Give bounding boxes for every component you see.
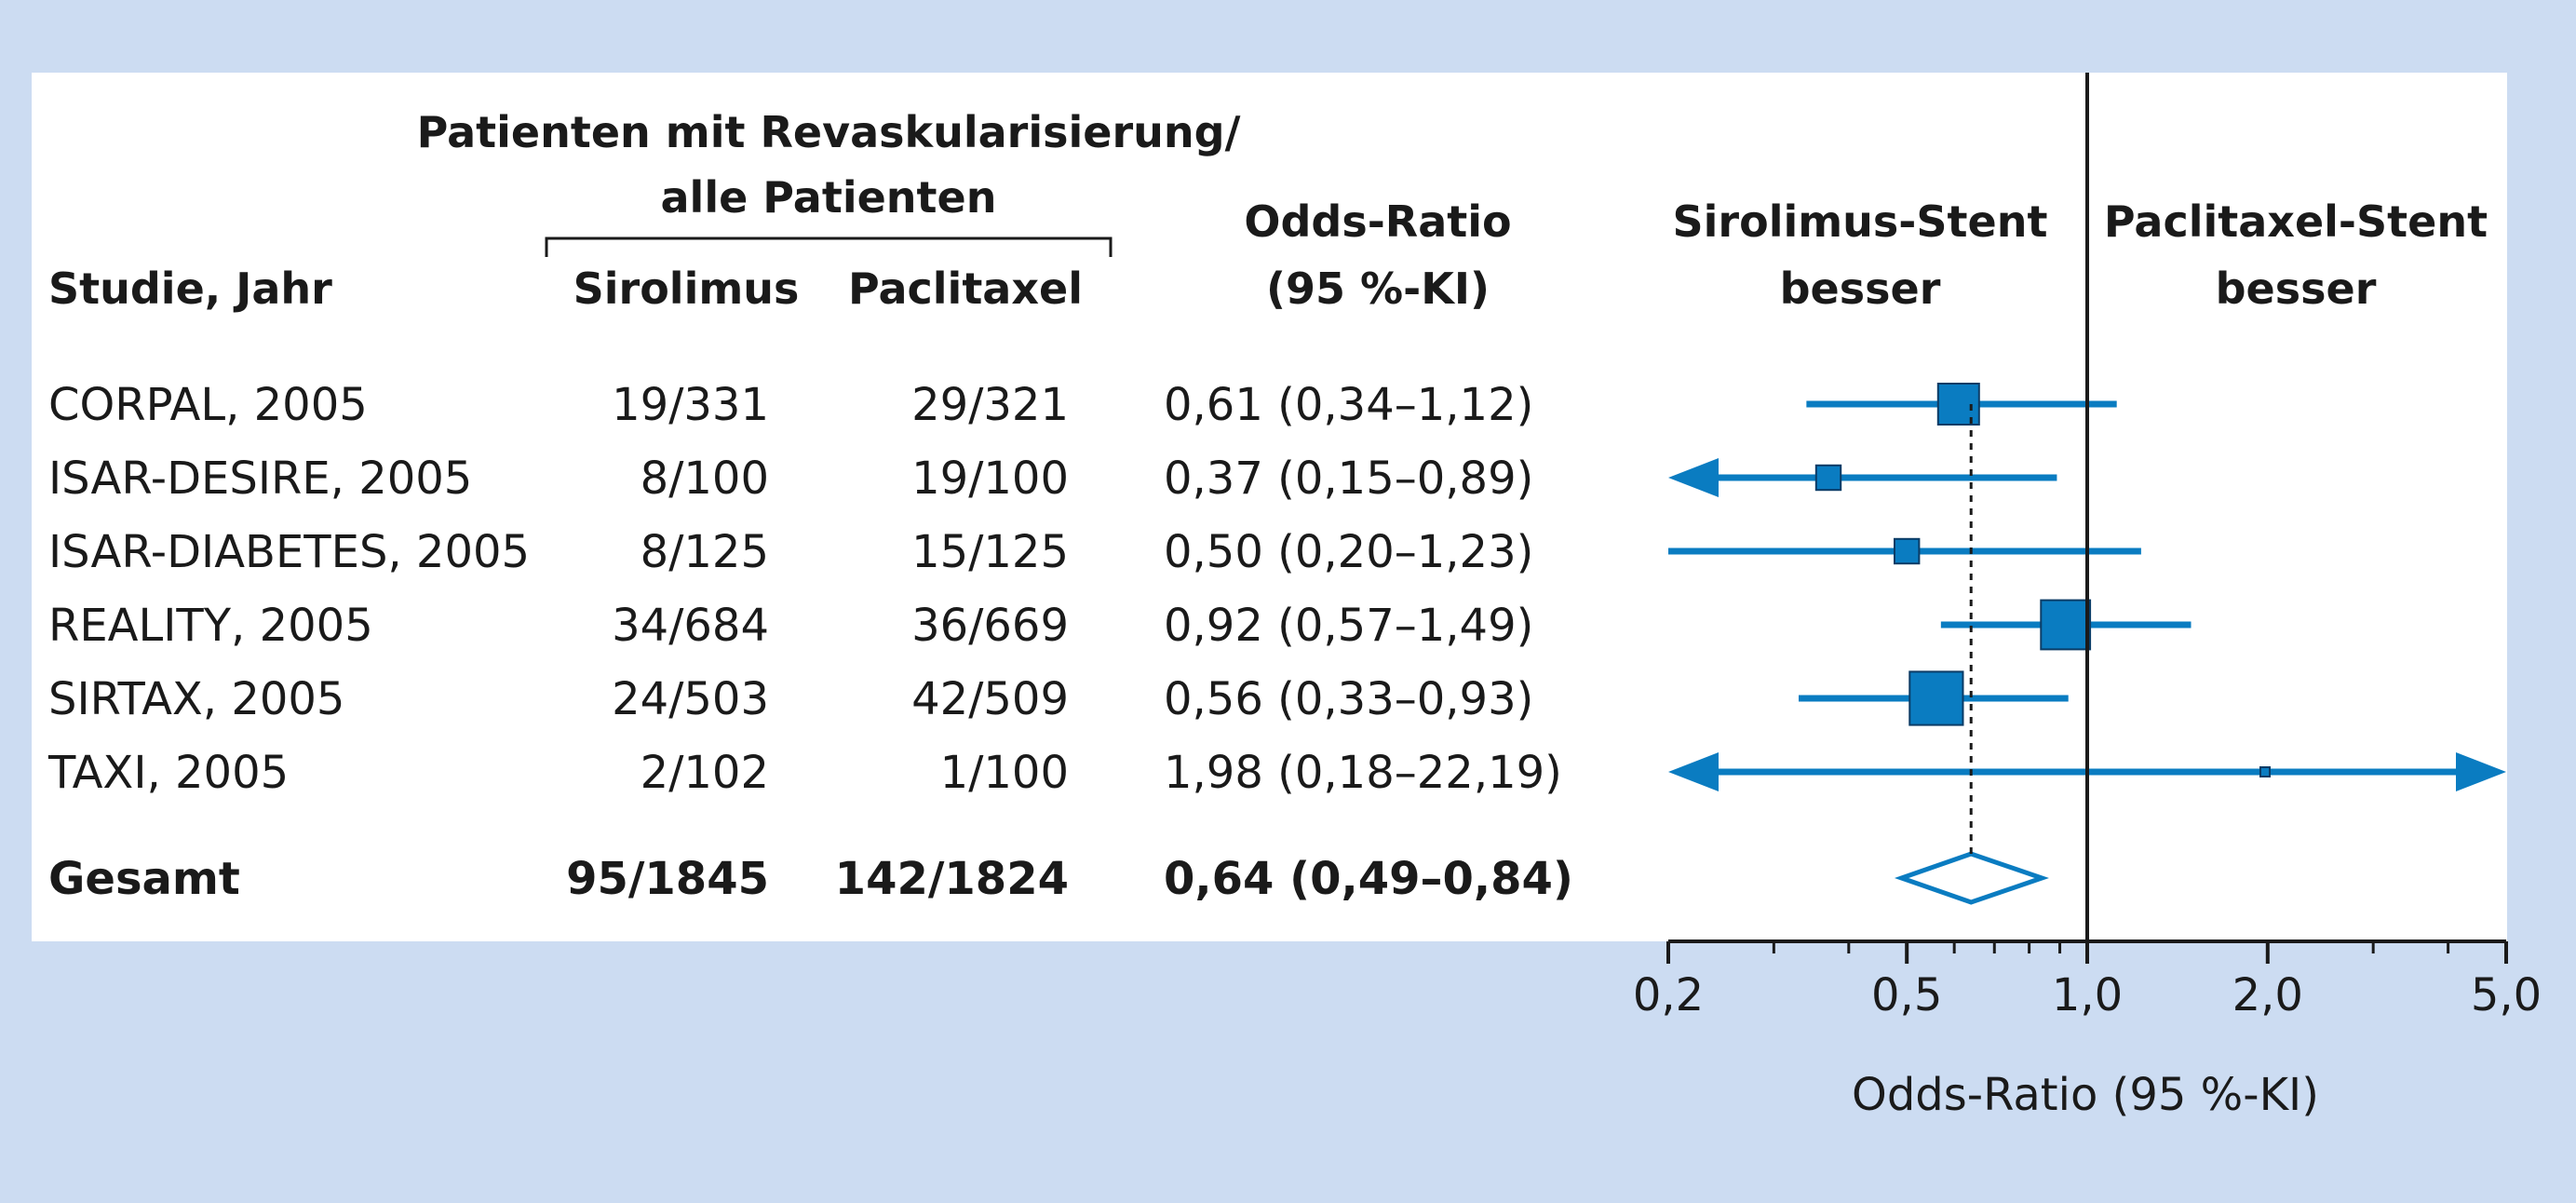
group-header-line2: alle Patienten	[661, 172, 997, 223]
sirolimus-count: 8/100	[641, 453, 769, 505]
odds-ratio-text: 0,61 (0,34–1,12)	[1164, 379, 1533, 431]
study-name: REALITY, 2005	[48, 600, 373, 652]
table-rows: CORPAL, 2005 19/331 29/321 0,61 (0,34–1,12)…	[47, 379, 1573, 905]
odds-ratio-text: 1,98 (0,18–22,19)	[1164, 747, 1562, 799]
sirolimus-count: 34/684	[612, 600, 769, 652]
paclitaxel-count: 15/125	[911, 526, 1069, 578]
overall-diamond	[1894, 851, 2049, 905]
point-estimate	[1814, 464, 1842, 492]
odds-ratio-text: 0,50 (0,20–1,23)	[1164, 526, 1533, 578]
sirolimus-count: 24/503	[612, 673, 769, 725]
paclitaxel-count: 36/669	[911, 600, 1069, 652]
sirolimus-count: 8/125	[641, 526, 769, 578]
paclitaxel-count: 29/321	[911, 379, 1069, 431]
study-header: Studie, Jahr	[48, 264, 332, 314]
group-header-line1: Patienten mit Revaskularisierung/	[417, 107, 1241, 157]
overall-odds-ratio: 0,64 (0,49–0,84)	[1164, 853, 1573, 905]
odds-ratio-text: 0,37 (0,15–0,89)	[1164, 453, 1533, 505]
sirolimus-count: 19/331	[612, 379, 769, 431]
right-favors-line2: besser	[2216, 264, 2377, 314]
point-estimate	[1908, 670, 1964, 726]
sirolimus-count: 2/102	[641, 747, 769, 799]
point-estimate	[1936, 383, 1980, 426]
left-favors-line2: besser	[1780, 264, 1941, 314]
ci-arrow-left	[1668, 752, 1719, 791]
study-name: ISAR-DIABETES, 2005	[48, 526, 530, 578]
tick-label: 1,0	[2052, 969, 2123, 1021]
overall-label: Gesamt	[48, 853, 240, 905]
tick-label: 2,0	[2232, 969, 2303, 1021]
odds-ratio-text: 0,56 (0,33–0,93)	[1164, 673, 1533, 725]
ci-arrow-right	[2456, 752, 2506, 791]
overall-sirolimus: 95/1845	[566, 853, 769, 905]
study-name: TAXI, 2005	[47, 747, 289, 799]
paclitaxel-count: 1/100	[940, 747, 1069, 799]
study-name: CORPAL, 2005	[48, 379, 368, 431]
ci-arrow-left	[1668, 458, 1719, 497]
paclitaxel-header: Paclitaxel	[848, 264, 1083, 314]
group-bracket	[545, 237, 1113, 257]
x-axis-label: Odds-Ratio (95 %-KI)	[1852, 1069, 2319, 1121]
sirolimus-header: Sirolimus	[573, 264, 800, 314]
point-estimate	[2040, 599, 2092, 651]
or-header-line1: Odds-Ratio	[1244, 196, 1511, 247]
paclitaxel-count: 42/509	[911, 673, 1069, 725]
right-favors-line1: Paclitaxel-Stent	[2104, 196, 2488, 247]
odds-ratio-text: 0,92 (0,57–1,49)	[1164, 600, 1533, 652]
paclitaxel-count: 19/100	[911, 453, 1069, 505]
left-favors-line1: Sirolimus-Stent	[1673, 196, 2048, 247]
tick-label: 0,5	[1871, 969, 1942, 1021]
plot-marks	[1668, 73, 2506, 941]
study-name: SIRTAX, 2005	[48, 673, 344, 725]
tick-label: 0,2	[1633, 969, 1704, 1021]
overall-paclitaxel: 142/1824	[835, 853, 1069, 905]
table-panel	[32, 73, 2507, 941]
point-estimate	[1893, 537, 1921, 565]
point-estimate	[2259, 766, 2271, 777]
x-axis: 0,2 0,5 1,0 2,0 5,0 Odds-Ratio (95 %-KI)	[1633, 939, 2542, 1121]
study-name: ISAR-DESIRE, 2005	[48, 453, 472, 505]
tick-label: 5,0	[2471, 969, 2542, 1021]
or-header-line2: (95 %-KI)	[1266, 264, 1490, 314]
